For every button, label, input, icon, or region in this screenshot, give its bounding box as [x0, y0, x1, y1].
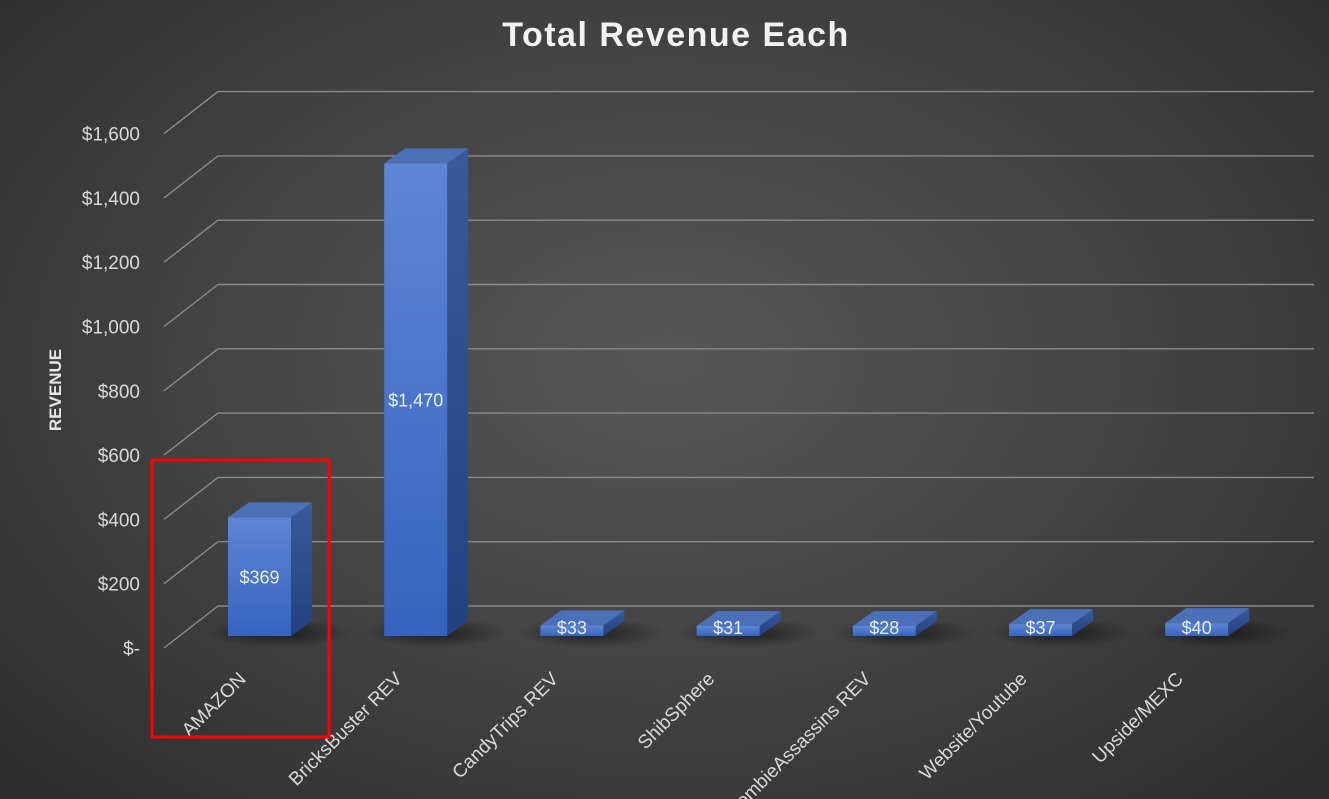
- data-label: $40: [1182, 618, 1212, 638]
- y-axis-ticks: $- $200 $400 $600 $800 $1,000 $1,200 $1,400 $1,6…: [82, 125, 140, 660]
- bar-2: $1,470: [363, 148, 508, 648]
- bar-top: [696, 611, 781, 626]
- bar-front: [540, 625, 604, 636]
- bar-front: [1165, 623, 1229, 636]
- highlight-box: [150, 458, 331, 739]
- x-tick-label: ShibSphere: [634, 669, 719, 754]
- bar-side: [759, 611, 781, 636]
- bar-side: [447, 148, 469, 636]
- data-label: $369: [239, 568, 279, 588]
- bars: $369 $1,470 $33 $31 $28 $37 $40: [207, 148, 1289, 648]
- bar-front: [852, 626, 916, 636]
- y-tick-label: $200: [98, 575, 140, 596]
- x-tick-label: Website/Youtube: [916, 669, 1032, 785]
- bar-top: [1009, 609, 1093, 625]
- gridline-depth: [163, 412, 219, 456]
- y-tick-label: $1,400: [82, 189, 140, 210]
- gridline-depth: [163, 155, 219, 199]
- bar-top: [228, 502, 312, 518]
- bar-front: [228, 517, 291, 636]
- bar-top: [540, 610, 625, 626]
- bar-7: $40: [1144, 608, 1289, 648]
- x-tick-label: ZombieAssassins REV: [724, 668, 876, 799]
- bar-side: [603, 610, 625, 636]
- gridline-depth: [163, 283, 219, 328]
- data-label: $1,470: [388, 391, 443, 411]
- gridline-depth: [163, 605, 219, 649]
- bar-4: $31: [676, 611, 821, 648]
- bar-side: [1228, 608, 1250, 636]
- y-axis-title: REVENUE: [46, 349, 65, 431]
- bar-top: [1165, 608, 1250, 624]
- y-tick-label: $800: [98, 382, 140, 403]
- chart-title: Total Revenue Each: [502, 16, 850, 54]
- x-tick-label: BricksBuster REV: [285, 668, 407, 790]
- gridline-depth: [163, 219, 219, 263]
- gridline-depth: [163, 541, 219, 585]
- gridline-depth: [163, 476, 219, 520]
- bar-top: [852, 611, 937, 626]
- bar-side: [291, 502, 312, 636]
- data-label: $31: [713, 618, 743, 638]
- data-label: $33: [557, 618, 587, 638]
- y-tick-label: $-: [123, 639, 140, 660]
- x-tick-label: Upside/MEXC: [1089, 669, 1188, 768]
- y-tick-label: $1,600: [82, 125, 140, 146]
- bar-5: $28: [832, 611, 977, 648]
- y-tick-label: $1,000: [82, 318, 140, 339]
- x-tick-label: AMAZON: [178, 669, 250, 741]
- bar-front: [696, 626, 760, 636]
- bar-front: [1009, 624, 1072, 636]
- data-label: $37: [1025, 618, 1055, 638]
- bar-top: [384, 148, 469, 164]
- gridline-depth: [163, 91, 219, 135]
- y-tick-label: $600: [98, 446, 140, 467]
- bar-side: [1072, 609, 1093, 636]
- x-tick-label: CandyTrips REV: [449, 668, 564, 783]
- y-tick-label: $400: [98, 510, 140, 531]
- gridlines: [163, 90, 1314, 649]
- bar-6: $37: [988, 609, 1133, 648]
- bar-front: [384, 163, 448, 636]
- data-label: $28: [869, 618, 899, 638]
- bar-1: $369: [207, 502, 352, 648]
- bar-side: [915, 611, 937, 636]
- y-tick-label: $1,200: [82, 253, 140, 274]
- gridline-depth: [163, 348, 219, 392]
- bar-3: $33: [519, 610, 664, 648]
